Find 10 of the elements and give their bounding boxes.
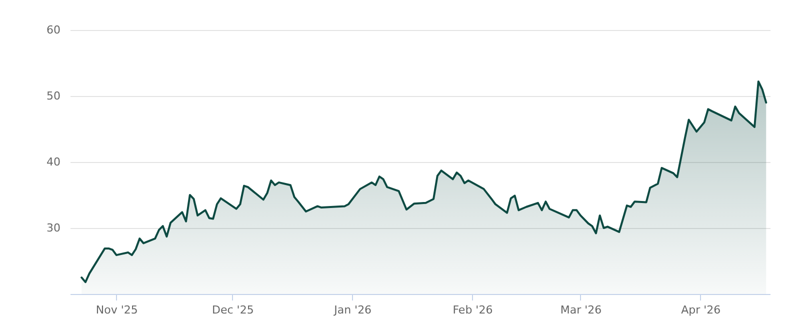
y-tick-label: 40 <box>46 156 60 168</box>
y-tick-label: 50 <box>46 90 60 102</box>
x-tick-label: Nov '25 <box>96 304 138 316</box>
x-tick-label: Dec '25 <box>212 304 254 316</box>
x-tick-label: Mar '26 <box>560 304 602 316</box>
x-tick-label: Apr '26 <box>681 304 721 316</box>
y-tick-label: 60 <box>46 24 60 36</box>
x-tick-label: Feb '26 <box>452 304 493 316</box>
x-tick-label: Jan '26 <box>333 304 372 316</box>
y-tick-label: 30 <box>46 222 60 234</box>
